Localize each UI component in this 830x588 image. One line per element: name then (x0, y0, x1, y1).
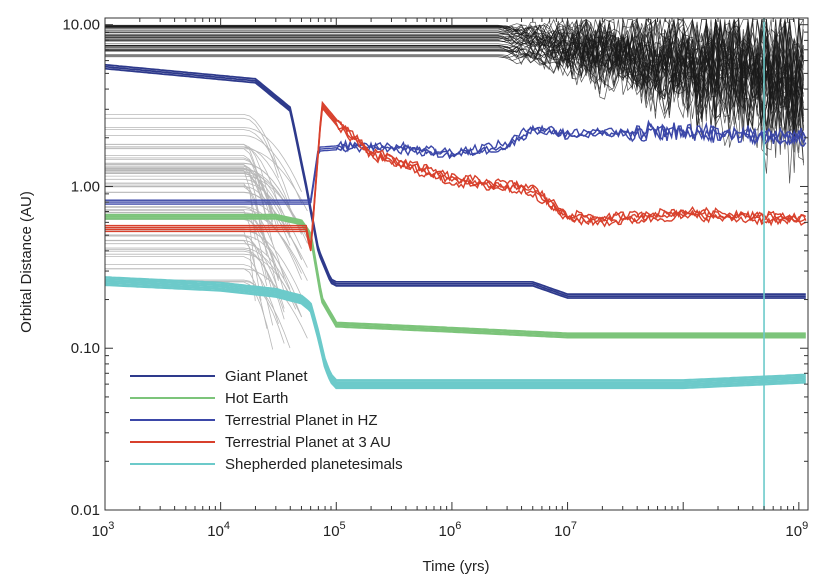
series-line-hot_earth (105, 213, 806, 335)
background-trajectory (105, 171, 308, 244)
background-trajectory (105, 18, 804, 128)
background-trajectory (105, 206, 285, 279)
axis-ticks: 103 104 105 106 107 109 0.01 0.10 1.00 10.00 (62, 17, 808, 540)
y-axis-title: Orbital Distance (AU) (18, 191, 35, 333)
legend-label-hot_earth: Hot Earth (225, 390, 288, 407)
background-trajectory (105, 146, 291, 208)
series-line-giant (104, 63, 806, 296)
background-trajectory (105, 168, 279, 234)
x-tick-label: 109 (785, 520, 808, 540)
background-trajectory (105, 256, 274, 326)
series-line-shepherded (104, 276, 806, 382)
legend-label-hz: Terrestrial Planet in HZ (225, 412, 378, 429)
legend-label-shepherded: Shepherded planetesimals (225, 456, 403, 473)
background-trajectory (105, 144, 274, 216)
background-trajectory (105, 155, 268, 221)
background-trajectory (105, 22, 804, 143)
background-trajectory (105, 19, 804, 132)
y-tick-label: 10.00 (62, 17, 100, 34)
background-trajectory (105, 184, 268, 248)
background-trajectory (105, 185, 291, 246)
background-trajectory (105, 28, 804, 174)
series-line-shepherded (104, 283, 806, 390)
series-line-giant (104, 67, 806, 299)
plot-frame (104, 17, 809, 511)
x-tick-label: 106 (439, 520, 462, 540)
x-tick-label: 103 (92, 520, 115, 540)
series-line-hot_earth (105, 217, 806, 339)
background-trajectory (105, 19, 804, 142)
series-line-three_au (105, 106, 807, 252)
series-line-three_au (105, 102, 807, 248)
background-trajectory (105, 162, 302, 234)
background-trajectory (105, 18, 804, 111)
background-trajectory (105, 164, 268, 222)
y-tick-label: 1.00 (71, 178, 100, 195)
y-tick-label: 0.01 (71, 502, 100, 519)
series-line-shepherded (104, 278, 806, 384)
background-trajectory (105, 212, 268, 281)
background-trajectory (105, 39, 804, 148)
background-trajectory (105, 250, 285, 313)
background-trajectory (105, 19, 804, 155)
background-trajectory (105, 19, 804, 126)
background-trajectory (105, 235, 297, 297)
background-trajectory (105, 167, 262, 229)
x-tick-label: 104 (207, 520, 230, 540)
background-trajectory (105, 18, 804, 147)
background-trajectory (105, 210, 256, 270)
series-line-giant (104, 65, 806, 297)
background-trajectory (105, 206, 302, 280)
series-lines (104, 63, 807, 390)
background-trajectory (105, 191, 302, 260)
background-trajectory (105, 248, 285, 320)
background-trajectory (105, 178, 291, 238)
series-line-shepherded (104, 281, 806, 388)
legend-label-giant: Giant Planet (225, 368, 308, 385)
background-trajectory (105, 169, 256, 241)
background-trajectory (105, 165, 274, 218)
background-trajectory (105, 170, 268, 220)
background-trajectory (105, 268, 268, 329)
background-trajectory (105, 235, 274, 294)
background-trajectory (105, 182, 302, 249)
background-trajectory (105, 19, 804, 166)
series-line-shepherded (104, 280, 806, 386)
background-trajectory (105, 243, 302, 317)
background-trajectory (105, 129, 291, 202)
background-trajectory (105, 239, 285, 309)
x-tick-label: 105 (323, 520, 346, 540)
x-axis-title: Time (yrs) (423, 558, 490, 575)
background-trajectory (105, 148, 308, 212)
background-trajectory (105, 114, 279, 170)
background-trajectory (105, 135, 302, 204)
background-trajectory (105, 157, 274, 222)
background-trajectory (105, 186, 268, 256)
background-trajectory (105, 29, 804, 161)
background-trajectory (105, 167, 291, 231)
series-line-three_au (105, 100, 807, 246)
background-trajectory (105, 19, 804, 137)
background-trajectory (105, 234, 268, 287)
series-line-hot_earth (105, 215, 806, 337)
legend: Giant Planet Hot Earth Terrestrial Planet … (130, 368, 403, 473)
y-tick-label: 0.10 (71, 340, 100, 357)
legend-label-three_au: Terrestrial Planet at 3 AU (225, 434, 391, 451)
background-trajectory (105, 209, 302, 274)
background-trajectory (105, 127, 302, 192)
background-trajectory (105, 18, 804, 125)
series-line-hz (105, 119, 807, 201)
background-trajectory (105, 22, 804, 128)
background-trajectory (105, 117, 279, 178)
background-trajectory (105, 264, 279, 324)
background-trajectory (105, 158, 274, 218)
x-tick-label: 107 (554, 520, 577, 540)
